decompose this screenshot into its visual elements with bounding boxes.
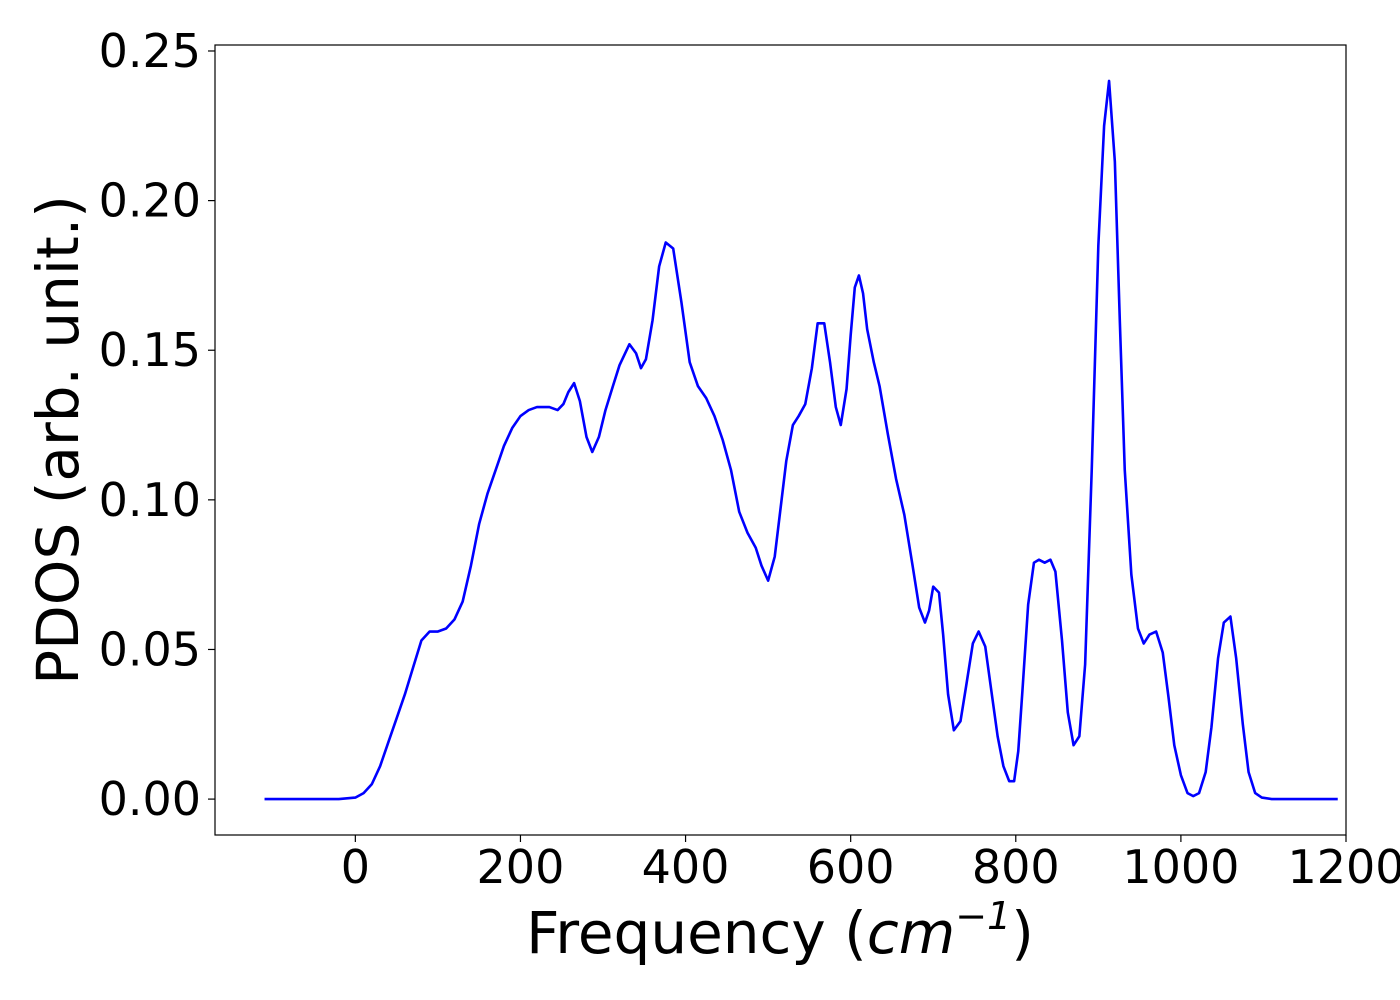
- pdos-series-line: [264, 79, 1338, 801]
- y-tick-label: 0.25: [99, 24, 201, 78]
- y-axis-ticks: 0.00 0.05 0.10 0.15 0.20 0.25: [99, 24, 215, 826]
- plot-frame: [214, 44, 1347, 836]
- x-axis-label-text: Frequency (: [526, 899, 867, 967]
- x-tick-label: 1000: [1122, 840, 1239, 894]
- y-tick-label: 0.10: [99, 473, 201, 527]
- x-axis-label-superscript: −1: [955, 894, 1011, 938]
- y-tick-label: 0.00: [99, 772, 201, 826]
- x-tick-label: 600: [807, 840, 895, 894]
- y-tick-label: 0.15: [99, 323, 201, 377]
- x-axis-label-math: cm: [867, 899, 955, 967]
- x-axis-ticks: 0 200 400 600 800 1000 1200: [341, 835, 1400, 894]
- x-tick-label: 200: [477, 840, 565, 894]
- y-axis-label: PDOS (arb. unit.): [24, 195, 92, 685]
- plot-background: [215, 45, 1346, 835]
- x-tick-label: 0: [341, 840, 370, 894]
- x-axis-label: Frequency (cm−1): [526, 894, 1034, 967]
- y-tick-label: 0.05: [99, 622, 201, 676]
- y-tick-label: 0.20: [99, 174, 201, 228]
- x-axis-label-close: ): [1011, 899, 1034, 967]
- x-tick-label: 1200: [1287, 840, 1400, 894]
- x-tick-label: 800: [972, 840, 1060, 894]
- x-tick-label: 400: [642, 840, 730, 894]
